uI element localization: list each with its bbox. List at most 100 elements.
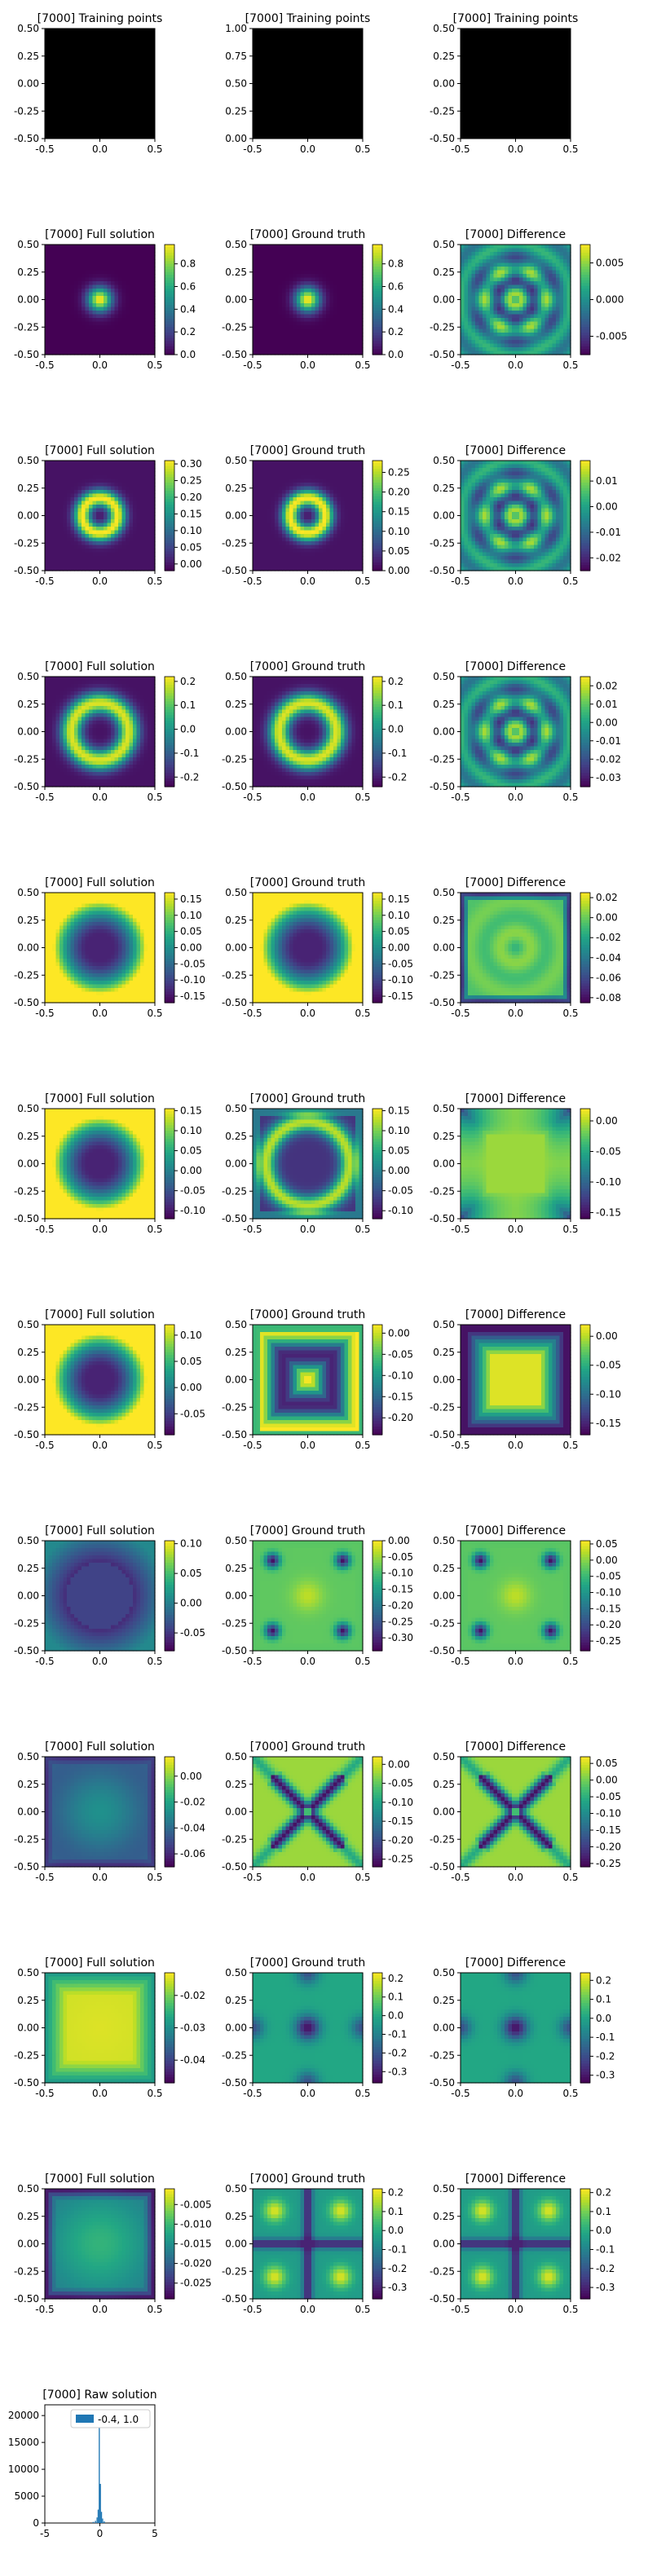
y-tick-label: 0.00 [433,294,455,306]
colorbar-tick-label: 0.20 [180,492,202,503]
y-tick-label: 5000 [14,2490,39,2502]
colorbar-tick-label: 0.8 [180,258,196,270]
y-tick-label: 0.00 [225,294,247,306]
training-points-area [253,29,363,139]
y-tick-label: 0.25 [433,2211,455,2222]
x-tick-label: 0.0 [300,2304,315,2315]
colorbar-tick-label: -0.2 [388,2047,407,2058]
y-tick-label: -0.25 [430,2049,455,2061]
y-tick-label: -0.50 [14,2293,39,2305]
colorbar-tick-label: -0.05 [388,958,413,969]
colorbar-tick-label: 0.15 [388,1105,410,1116]
x-tick-label: 0.0 [92,1224,108,1235]
colorbar: 0.00-0.05-0.10-0.15-0.20 [372,1325,413,1436]
colorbar-tick-label: -0.25 [596,1858,621,1869]
y-tick-label: 0.50 [225,1103,247,1114]
y-tick-label: 0.00 [17,78,39,90]
colorbar-tick-label: 0.02 [596,680,618,691]
colorbar: 0.00-0.05-0.10-0.15 [580,1109,621,1220]
y-tick-label: -0.25 [14,1185,39,1197]
colorbar-tick-label: 0.2 [388,2187,403,2199]
colorbar-tick-label: -0.1 [388,2243,407,2255]
subplot-r2-c1: [7000] Ground truth-0.5 0.0 0.50.500.250.0… [222,444,410,587]
colorbar-tick-label: -0.005 [180,2199,212,2210]
x-tick-label: -0.5 [35,1656,54,1667]
colorbar-tick-label: 0.0 [388,2225,403,2236]
histogram-bar [93,2522,94,2523]
y-tick-label: -0.50 [14,997,39,1008]
heatmap-image [45,1109,156,1220]
colorbar-tick-label: -0.05 [388,1185,413,1197]
subplot-r7-c0: [7000] Full solution-0.5 0.0 0.50.500.250.… [14,1524,205,1667]
y-tick-label: -0.50 [222,1213,247,1224]
colorbar: 0.00-0.05-0.10-0.15 [580,1325,621,1436]
y-tick-label: 0.50 [17,239,39,250]
y-tick-label: 20000 [8,2410,39,2421]
y-tick-label: 0.50 [433,1967,455,1978]
x-tick-label: 0.0 [92,143,108,155]
y-tick-label: 0.50 [225,671,247,682]
subplot-r0-c2: [7000] Training points-0.5 0.0 0.50.500.25… [430,12,579,155]
y-tick-label: 0.25 [433,915,455,926]
colorbar-tick-label: 0.00 [596,501,618,513]
heatmap-image [253,461,364,571]
x-tick-label: 0.5 [562,2304,578,2315]
colorbar-tick-label: 0.00 [180,1598,202,1609]
subplot-title: [7000] Difference [465,1524,566,1537]
x-tick-label: 0 [97,2528,104,2539]
x-tick-label: -0.5 [243,1656,262,1667]
heatmap-image [461,1757,571,1868]
colorbar-tick-label: -0.04 [180,2054,205,2066]
colorbar-tick-label: -0.3 [388,2282,407,2293]
colorbar-tick-label: 0.0 [388,724,403,735]
heatmap-image [461,893,571,1003]
colorbar: 0.150.100.050.00-0.05-0.10-0.15 [372,893,413,1003]
heatmap-image [253,1541,364,1652]
colorbar-tick-label: 0.1 [388,2206,403,2217]
subplot-r8-c0: [7000] Full solution-0.5 0.0 0.50.500.250.… [14,1740,205,1883]
subplot-title: [7000] Difference [465,660,566,673]
y-tick-label: -0.25 [430,1185,455,1197]
x-tick-label: 0.0 [508,2304,523,2315]
x-tick-label: -0.5 [451,576,469,587]
heatmap-image [45,2189,156,2300]
y-tick-label: 0.50 [433,671,455,682]
y-tick-label: -0.25 [14,2265,39,2277]
x-tick-label: 0.0 [300,143,315,155]
colorbar-tick-label: 0.10 [180,1538,202,1550]
colorbar-tick-label: -0.25 [388,1616,413,1627]
heatmap-image [45,245,156,355]
y-tick-label: -0.50 [222,349,247,360]
subplot-r6-c0: [7000] Full solution-0.5 0.0 0.50.500.250.… [14,1308,205,1451]
colorbar-tick-label: 0.00 [388,1535,410,1546]
heatmap-image [253,1109,364,1220]
colorbar: 0.100.050.00-0.05 [165,1538,205,1652]
colorbar-tick-label: 0.0 [180,724,196,735]
y-tick-label: 0.00 [433,942,455,954]
colorbar-tick-label: 0.2 [388,326,403,337]
colorbar-tick-label: 0.10 [180,1330,202,1341]
colorbar-tick-label: 0.15 [180,893,202,905]
y-tick-label: 0.50 [225,1535,247,1546]
colorbar-tick-label: -0.1 [388,748,407,759]
colorbar-tick-label: 0.00 [180,1771,202,1782]
x-tick-label: 0.5 [355,1224,370,1235]
y-tick-label: -0.25 [430,321,455,333]
y-tick-label: 0.00 [225,2239,247,2250]
heatmap-image [461,1541,571,1652]
x-tick-label: 0.0 [508,1440,523,1451]
heatmap-image [461,461,571,571]
legend-swatch [76,2415,94,2423]
subplot-r9-c0: [7000] Full solution-0.5 0.0 0.50.500.250.… [14,1956,205,2099]
y-tick-label: -0.25 [430,753,455,765]
heatmap-image [461,1109,571,1220]
colorbar-tick-label: 0.0 [388,2010,403,2022]
x-tick-label: -5 [40,2528,50,2539]
y-tick-label: -0.25 [430,969,455,981]
y-tick-label: 0.25 [433,699,455,710]
y-tick-label: 0.00 [225,726,247,738]
x-tick-label: 0.0 [508,1008,523,1019]
x-tick-label: -0.5 [451,2304,469,2315]
y-tick-label: -0.50 [222,1861,247,1872]
x-tick-label: 0.0 [92,2304,108,2315]
